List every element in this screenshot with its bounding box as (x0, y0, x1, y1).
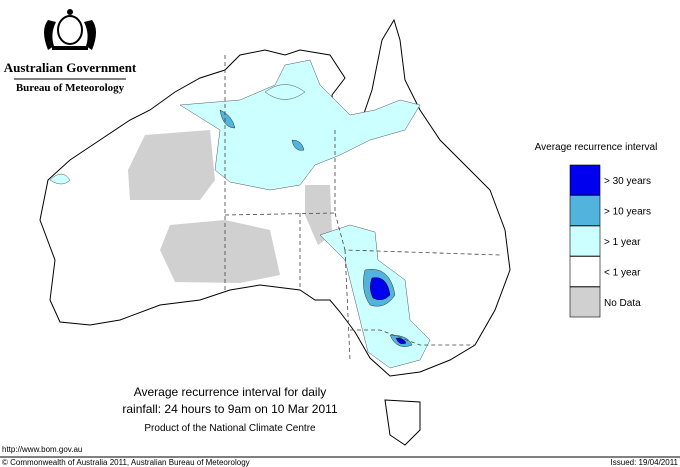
no-data-area (160, 220, 280, 283)
issue-date: Issued: 19/04/2011 (611, 458, 679, 467)
legend-swatch (569, 164, 601, 196)
legend-label: No Data (604, 298, 641, 309)
above-1-year-area (179, 59, 421, 191)
legend-swatch (569, 225, 601, 257)
legend-swatch (569, 195, 601, 226)
legend-label: > 1 year (604, 237, 641, 248)
legend: > 30 years > 10 years > 1 year < 1 year No D… (569, 164, 651, 318)
website-url: http://www.bom.gov.au (2, 445, 82, 454)
above-1-year-area (264, 84, 306, 100)
above-30-years-area (395, 337, 407, 345)
state-border (344, 249, 351, 361)
legend-swatch (569, 256, 601, 287)
agency-name: Bureau of Meteorology (16, 82, 125, 94)
above-1-year-area (49, 173, 71, 185)
caption-line: Average recurrence interval for daily (134, 385, 327, 399)
above-10-years-area (291, 139, 305, 151)
state-border (350, 329, 475, 346)
product-note: Product of the National Climate Centre (144, 423, 316, 434)
legend-label: > 30 years (604, 176, 651, 187)
coat-of-arms (44, 9, 96, 50)
tasmania (384, 399, 421, 446)
no-data-area (128, 130, 215, 200)
legend-label: < 1 year (604, 268, 641, 279)
legend-swatch (569, 286, 601, 318)
above-30-years-area (370, 277, 391, 301)
no-data-area (305, 185, 332, 245)
copyright: © Commonwealth of Australia 2011, Austra… (2, 458, 250, 467)
legend-label: > 10 years (604, 207, 651, 218)
caption-line: rainfall: 24 hours to 9am on 10 Mar 2011 (122, 402, 338, 416)
above-10-years-area (219, 109, 236, 129)
legend-title: Average recurrence interval (535, 142, 658, 153)
state-border (224, 128, 336, 216)
government-name: Australian Government (4, 60, 137, 75)
map-caption: Average recurrence interval for daily rai… (122, 385, 338, 416)
map (39, 18, 511, 446)
